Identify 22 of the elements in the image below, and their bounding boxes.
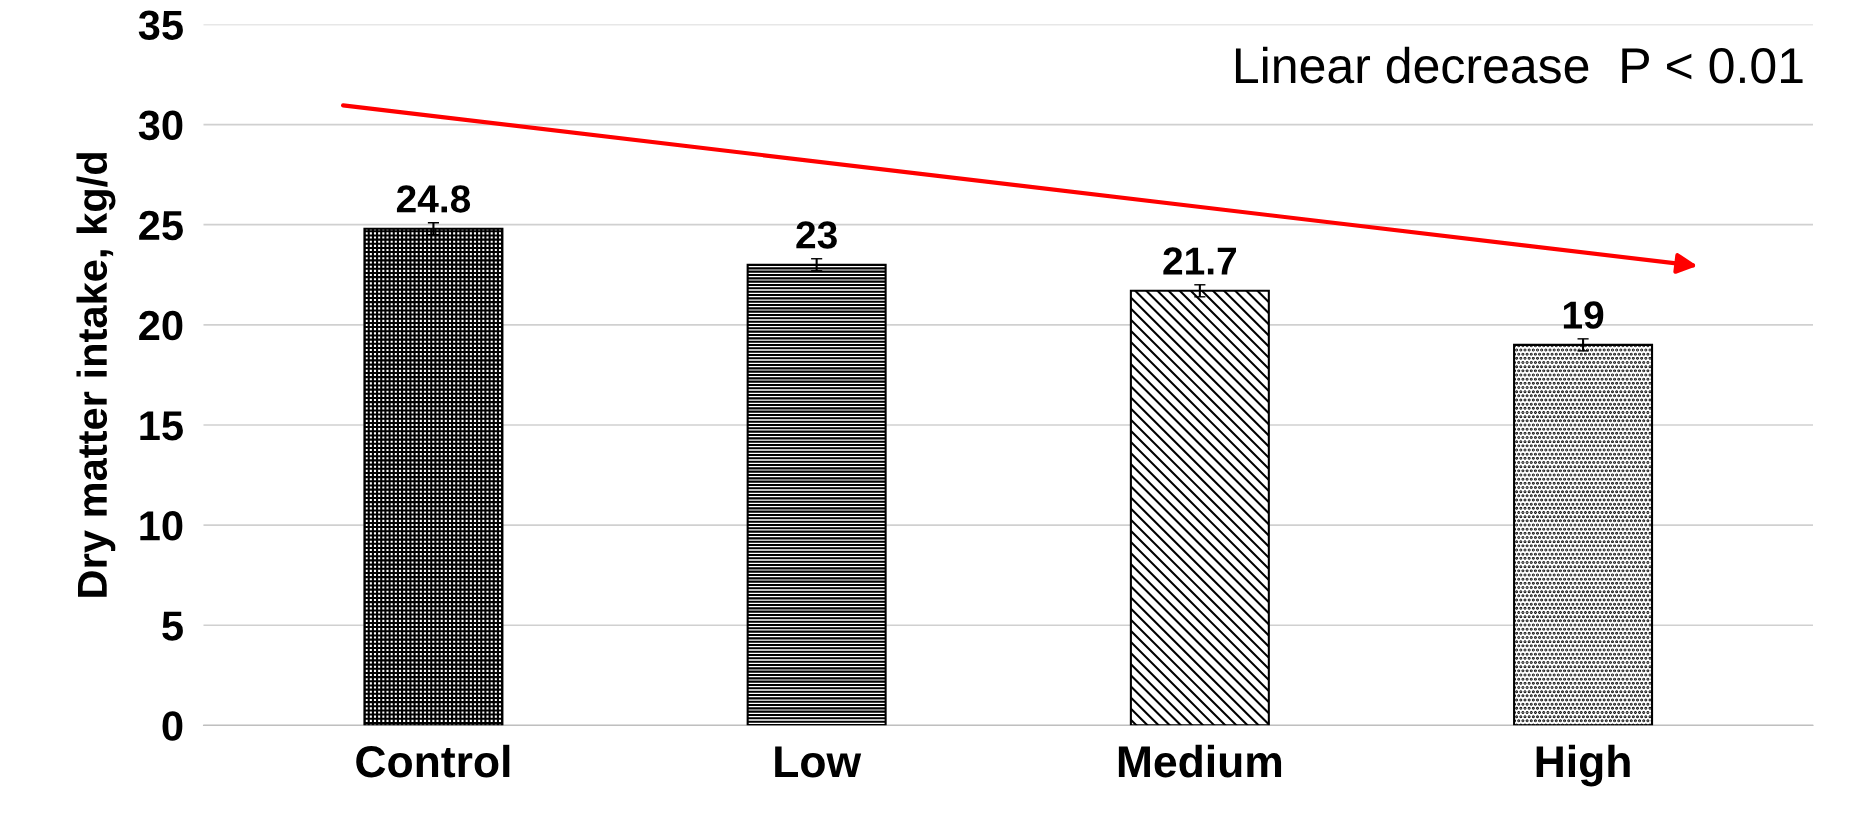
y-tick-label: 25 <box>139 210 183 241</box>
bar <box>363 227 504 726</box>
x-tick-label: High <box>1536 744 1630 787</box>
y-tick-label: 15 <box>140 411 183 441</box>
annotation: Linear decrease P < 0.01 <box>1235 46 1803 84</box>
bar <box>1513 343 1654 726</box>
data-label: 21.7 <box>1163 247 1236 275</box>
y-tick-label: 20 <box>139 310 183 341</box>
data-label: 23 <box>796 221 837 249</box>
y-tick-label: 10 <box>140 511 183 541</box>
y-tick-label: 30 <box>138 110 183 141</box>
y-tick-label: 5 <box>162 611 183 641</box>
y-tick-label: 35 <box>138 10 183 41</box>
bar <box>746 263 887 726</box>
data-label: 19 <box>1563 301 1604 329</box>
data-label: 24.8 <box>396 185 471 213</box>
y-tick-label: 0 <box>162 711 183 741</box>
y-axis-title: Dry matter intake, kg/d <box>76 153 116 597</box>
x-tick-label: Medium <box>1118 744 1282 778</box>
bar <box>1129 289 1270 726</box>
x-tick-label: Control <box>356 744 510 778</box>
x-tick-label: Low <box>775 746 862 778</box>
